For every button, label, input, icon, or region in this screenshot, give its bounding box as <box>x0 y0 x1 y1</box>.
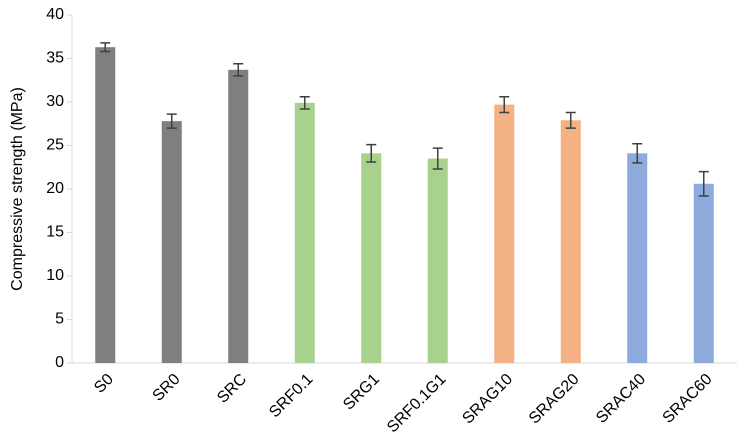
y-tick-label: 30 <box>46 93 64 110</box>
x-tick-label: SRC <box>214 371 250 407</box>
bar <box>228 69 249 363</box>
x-tick-label: SR0 <box>150 371 184 405</box>
x-tick-label: SRF0.1 <box>266 371 316 421</box>
x-tick-label: SRAG20 <box>526 371 583 428</box>
bar <box>560 120 581 364</box>
x-tick-label: SRAC60 <box>660 371 716 427</box>
y-tick-label: 25 <box>46 137 64 154</box>
x-tick-label: SRAG10 <box>459 371 516 428</box>
error-bar <box>100 42 111 53</box>
y-tick-label: 20 <box>46 180 64 197</box>
bar <box>95 47 116 363</box>
y-tick-label: 10 <box>46 267 64 284</box>
bar <box>294 102 315 364</box>
error-bar <box>299 96 310 110</box>
error-bar <box>166 113 177 129</box>
y-axis-label: Compressive strength (MPa) <box>9 87 26 291</box>
x-tick-label: SRAC40 <box>593 371 649 427</box>
bar <box>627 153 648 363</box>
error-bar <box>565 111 576 129</box>
x-tick-label: S0 <box>91 371 117 397</box>
y-tick-label: 40 <box>46 6 64 23</box>
bar <box>161 121 182 363</box>
error-bar <box>698 170 709 197</box>
bar <box>361 153 382 363</box>
error-bar <box>632 143 643 164</box>
error-bar <box>432 147 443 170</box>
y-tick-label: 15 <box>46 224 64 241</box>
bar <box>427 158 448 363</box>
error-bar <box>233 62 244 77</box>
x-tick-label: SRG1 <box>340 371 383 414</box>
error-bar <box>499 96 510 114</box>
error-bar <box>366 143 377 163</box>
y-tick-label: 35 <box>46 50 64 67</box>
bar <box>494 104 515 364</box>
y-tick-label: 5 <box>55 311 64 328</box>
x-tick-label: SRF0.1G1 <box>384 371 450 437</box>
y-tick-label: 0 <box>55 354 64 371</box>
bar <box>693 183 714 363</box>
